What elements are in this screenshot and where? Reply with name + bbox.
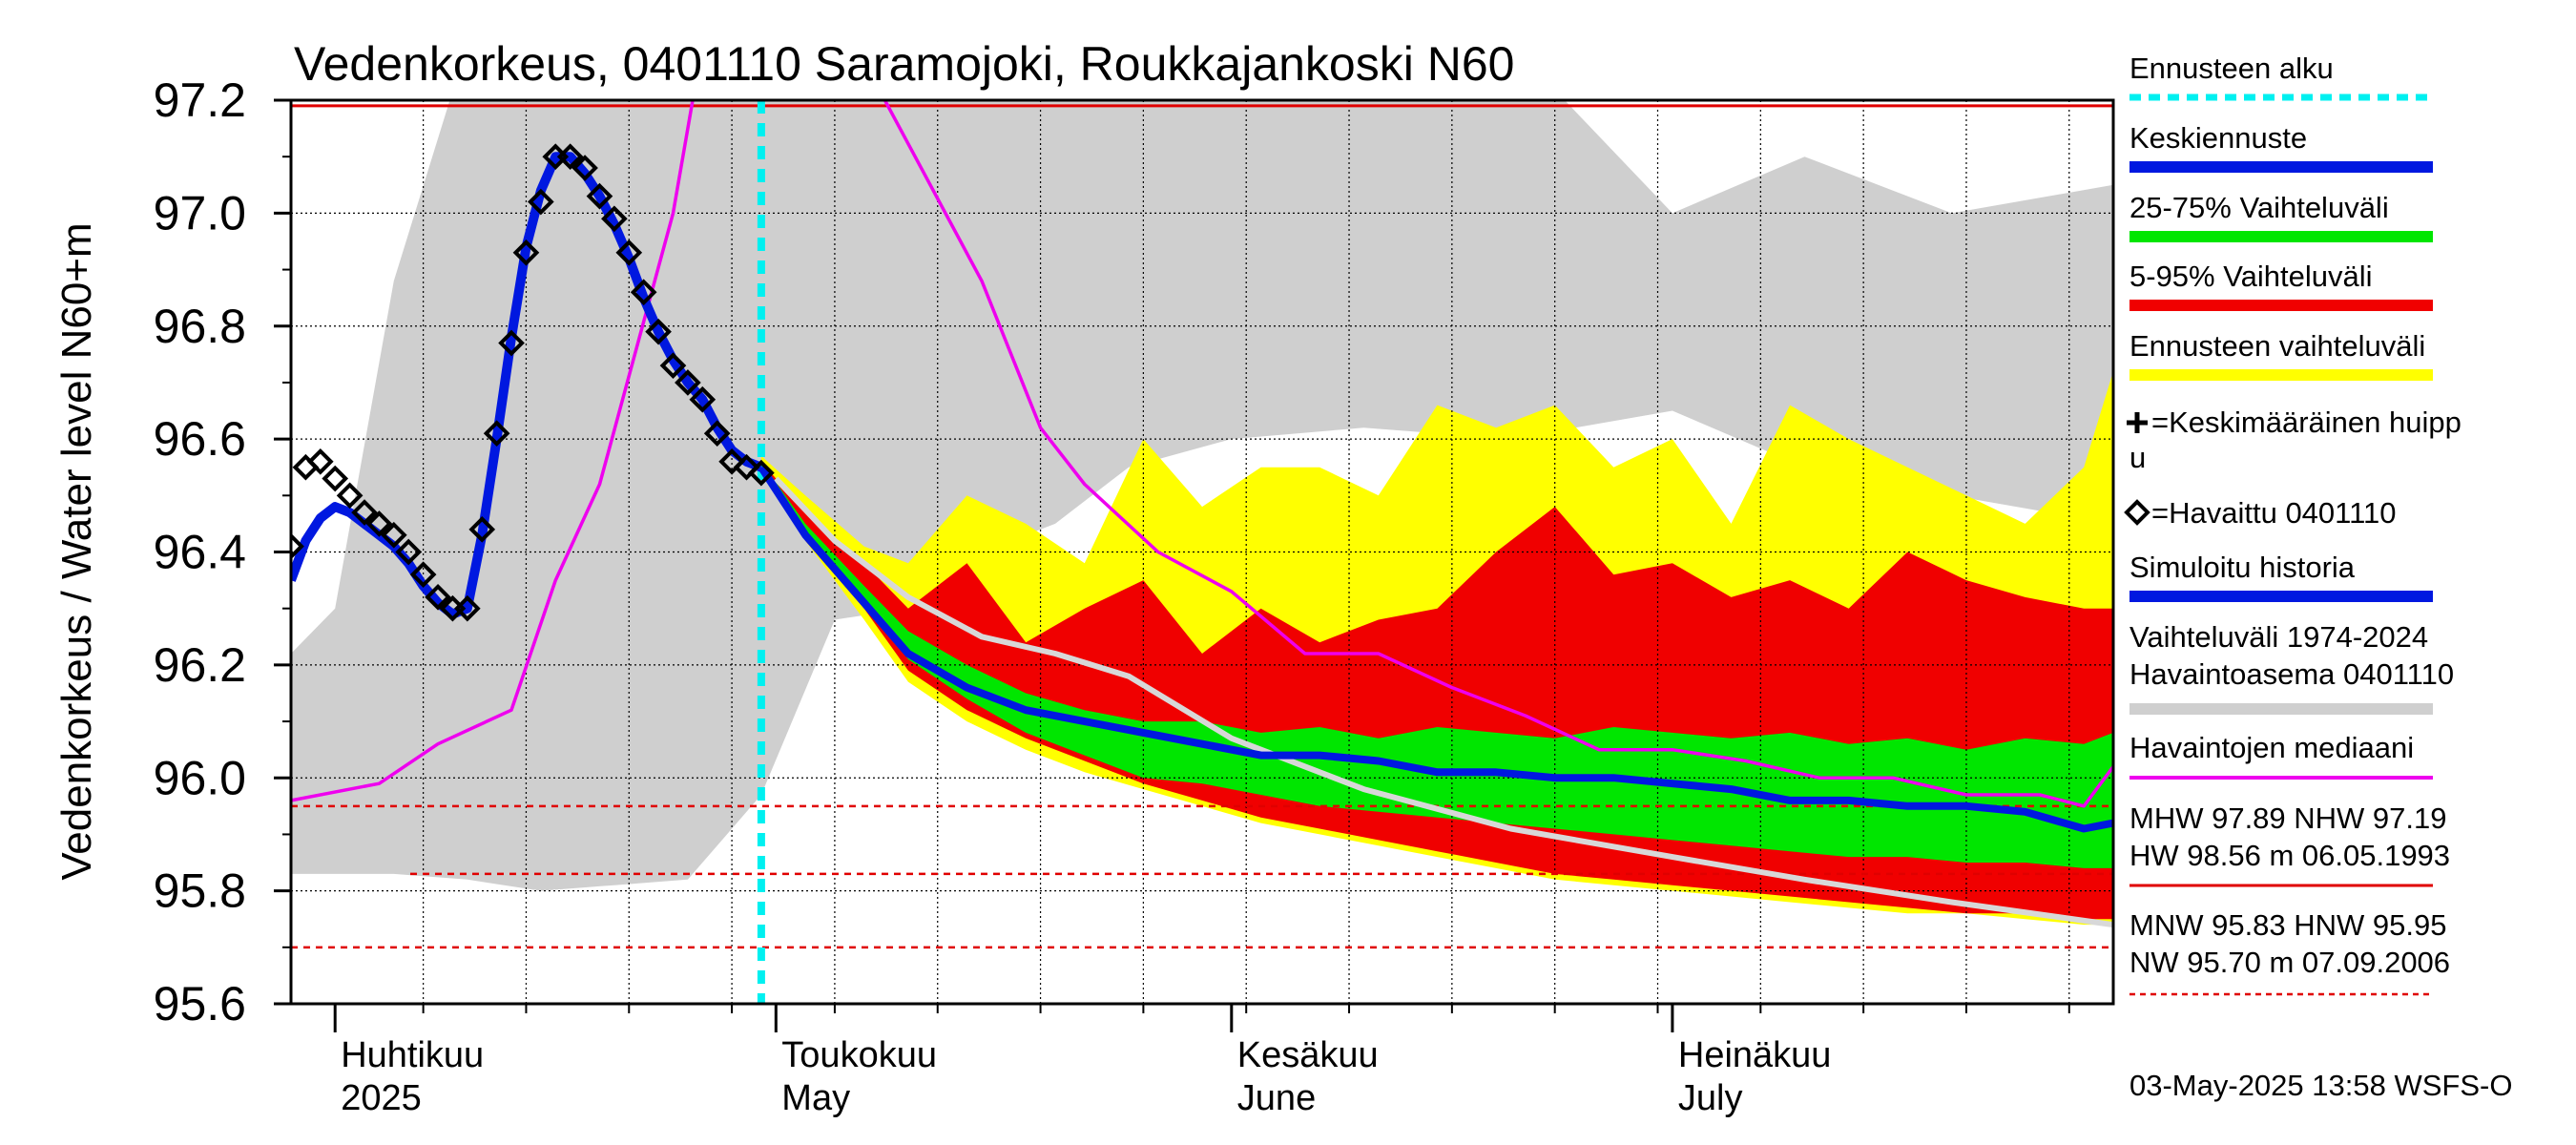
x-tick-label-en: 2025	[341, 1078, 422, 1118]
y-tick-label: 96.4	[154, 526, 246, 579]
observed-point	[365, 510, 393, 537]
observed-point	[425, 584, 451, 611]
legend-band-5-95-label: 5-95% Vaihteluväli	[2129, 260, 2372, 293]
observed-point	[380, 521, 407, 549]
legend-median-label: Havaintojen mediaani	[2129, 731, 2414, 764]
legend-forecast-range-label: Ennusteen vaihteluväli	[2129, 329, 2425, 363]
observed-point	[703, 420, 731, 448]
median-line	[291, 100, 2113, 808]
legend-stats-mhw: MHW 97.89 NHW 97.19	[2129, 802, 2447, 835]
observed-point	[306, 448, 334, 475]
observed-point	[528, 188, 554, 216]
y-tick-label: 97.2	[154, 73, 246, 127]
chart-title: Vedenkorkeus, 0401110 Saramojoki, Roukka…	[294, 37, 1514, 91]
legend-stats-hw: HW 98.56 m 06.05.1993	[2129, 839, 2450, 872]
observed-point	[586, 182, 613, 210]
observed-point	[571, 155, 598, 181]
legend-forecast-start-label: Ennusteen alku	[2129, 52, 2334, 85]
y-tick-label: 97.0	[154, 186, 246, 239]
observed-point	[336, 482, 364, 510]
legend-mean-forecast-label: Keskiennuste	[2129, 121, 2307, 155]
x-tick-label-en: June	[1237, 1078, 1316, 1118]
x-tick-label-fi: Huhtikuu	[341, 1035, 484, 1075]
legend-stats-mnw: MNW 95.83 HNW 95.95	[2129, 908, 2447, 942]
observed-point	[733, 453, 760, 481]
x-tick-label-fi: Heinäkuu	[1678, 1035, 1832, 1075]
observed-point	[630, 279, 657, 306]
legend-stats-nw: NW 95.70 m 07.09.2006	[2129, 946, 2450, 979]
historical-low-line	[774, 476, 2113, 928]
observed-point	[483, 420, 510, 448]
mean-forecast-line	[758, 465, 2113, 833]
y-tick-label: 96.6	[154, 412, 246, 466]
observed-point	[498, 329, 525, 357]
observed-point	[291, 532, 304, 560]
legend-range-label: Vaihteluväli 1974-2024	[2129, 620, 2428, 654]
legend-observed-label: =Havaittu 0401110	[2151, 496, 2397, 530]
legend-observed-icon	[2124, 499, 2150, 526]
y-tick-label: 95.6	[154, 977, 246, 1030]
legend-band-25-75-label: 25-75% Vaihteluväli	[2129, 191, 2389, 224]
bands-layer	[291, 100, 2113, 926]
legend-peak-label: =Keskimääräinen huipp	[2151, 406, 2462, 439]
observed-point	[601, 205, 628, 233]
x-tick-label-fi: Kesäkuu	[1237, 1035, 1379, 1075]
observed-point	[748, 459, 775, 487]
y-axis-label: Vedenkorkeus / Water level N60+m	[53, 222, 100, 880]
y-axis: 95.6 95.8 96.0 96.2 96.4 96.6 96.8 97.0 97.2	[154, 73, 291, 1030]
y-tick-label: 95.8	[154, 864, 246, 918]
observed-point	[512, 239, 540, 266]
observed-point	[556, 143, 584, 171]
observed-point	[645, 318, 672, 345]
y-tick-label: 96.8	[154, 300, 246, 353]
observed-point	[689, 385, 717, 413]
observed-point	[351, 499, 378, 526]
observed-point	[409, 561, 437, 589]
plot-area	[291, 100, 2113, 1004]
observed-point	[675, 369, 701, 396]
observed-point	[395, 538, 423, 566]
legend-range-label-cont: Havaintoasema 0401110	[2129, 657, 2454, 691]
y-tick-label: 96.2	[154, 638, 246, 692]
legend-peak-label-cont: u	[2129, 441, 2146, 474]
grid-layer	[291, 100, 2113, 1004]
series-layer	[291, 100, 2113, 928]
x-tick-label-fi: Toukokuu	[781, 1035, 937, 1075]
observed-point	[718, 448, 745, 475]
observed-markers-layer	[291, 143, 775, 622]
legend: Ennusteen alku Keskiennuste 25-75% Vaihtel…	[2124, 52, 2462, 996]
y-tick-label: 96.0	[154, 751, 246, 804]
x-tick-label-en: July	[1678, 1078, 1743, 1118]
observed-point	[615, 239, 643, 266]
x-tick-label-en: May	[781, 1078, 850, 1118]
historical-range-band	[291, 100, 2113, 891]
observed-point	[468, 515, 496, 543]
footer-timestamp: 03-May-2025 13:58 WSFS-O	[2129, 1069, 2512, 1102]
reference-lines-layer	[291, 100, 2113, 1004]
legend-peak-icon	[2127, 412, 2148, 433]
observed-point	[454, 594, 481, 622]
observed-point	[659, 352, 687, 380]
observed-point	[322, 465, 349, 492]
legend-simulated-label: Simuloitu historia	[2129, 551, 2356, 584]
